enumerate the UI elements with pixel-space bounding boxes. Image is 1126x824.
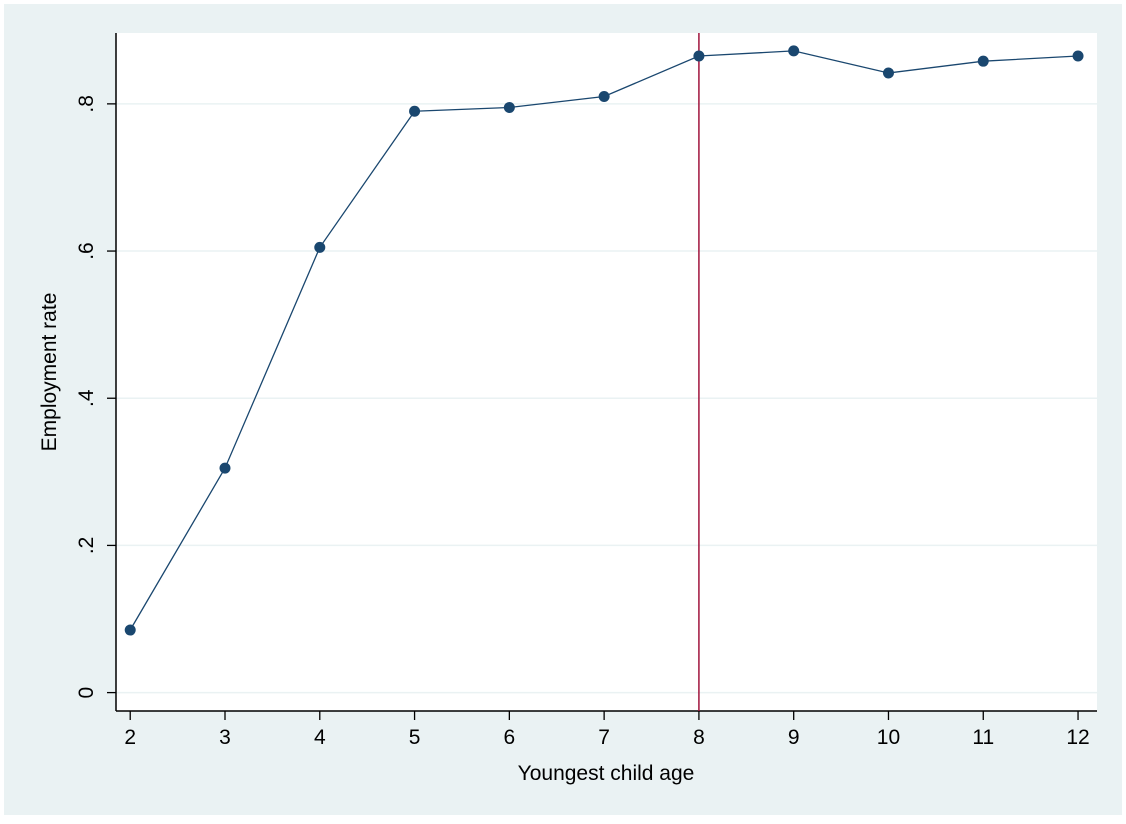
gridlines	[116, 103, 1097, 694]
x-tick-label: 6	[504, 726, 516, 749]
data-point	[693, 50, 705, 62]
x-tick-label: 8	[693, 726, 705, 749]
y-tick-label: .2	[75, 537, 98, 555]
data-point	[219, 462, 231, 474]
data-markers	[124, 45, 1084, 636]
x-tick-label: 9	[788, 726, 800, 749]
x-tick-label: 4	[314, 726, 326, 749]
y-tick-label: .8	[75, 95, 98, 113]
x-tick-label: 12	[1066, 726, 1089, 749]
x-tick-label: 11	[972, 726, 994, 749]
x-tick-label: 5	[409, 726, 421, 749]
data-point	[314, 241, 326, 253]
data-point	[977, 55, 989, 67]
data-point	[598, 91, 610, 103]
data-point	[409, 105, 421, 117]
data-point	[1072, 50, 1084, 62]
y-tick-label: 0	[75, 687, 98, 699]
data-point	[124, 624, 136, 636]
x-tick-label: 7	[598, 726, 610, 749]
x-tick-label: 10	[877, 726, 900, 749]
y-axis-title: Employment rate	[38, 293, 61, 452]
x-tick-label: 2	[124, 726, 136, 749]
y-tick-label: .6	[75, 242, 98, 260]
data-point	[788, 45, 800, 57]
data-point	[503, 102, 515, 114]
y-tick-label: .4	[75, 389, 98, 407]
x-tick-label: 3	[219, 726, 231, 749]
plot-area	[116, 33, 1097, 711]
y-axis-ticks: 0 .2 .4 .6 .8	[75, 95, 116, 698]
x-axis-ticks: 2 3 4 5 6 7 8 9 10 11 12	[124, 711, 1090, 749]
x-axis-title: Youngest child age	[518, 762, 695, 785]
data-point	[882, 67, 894, 79]
